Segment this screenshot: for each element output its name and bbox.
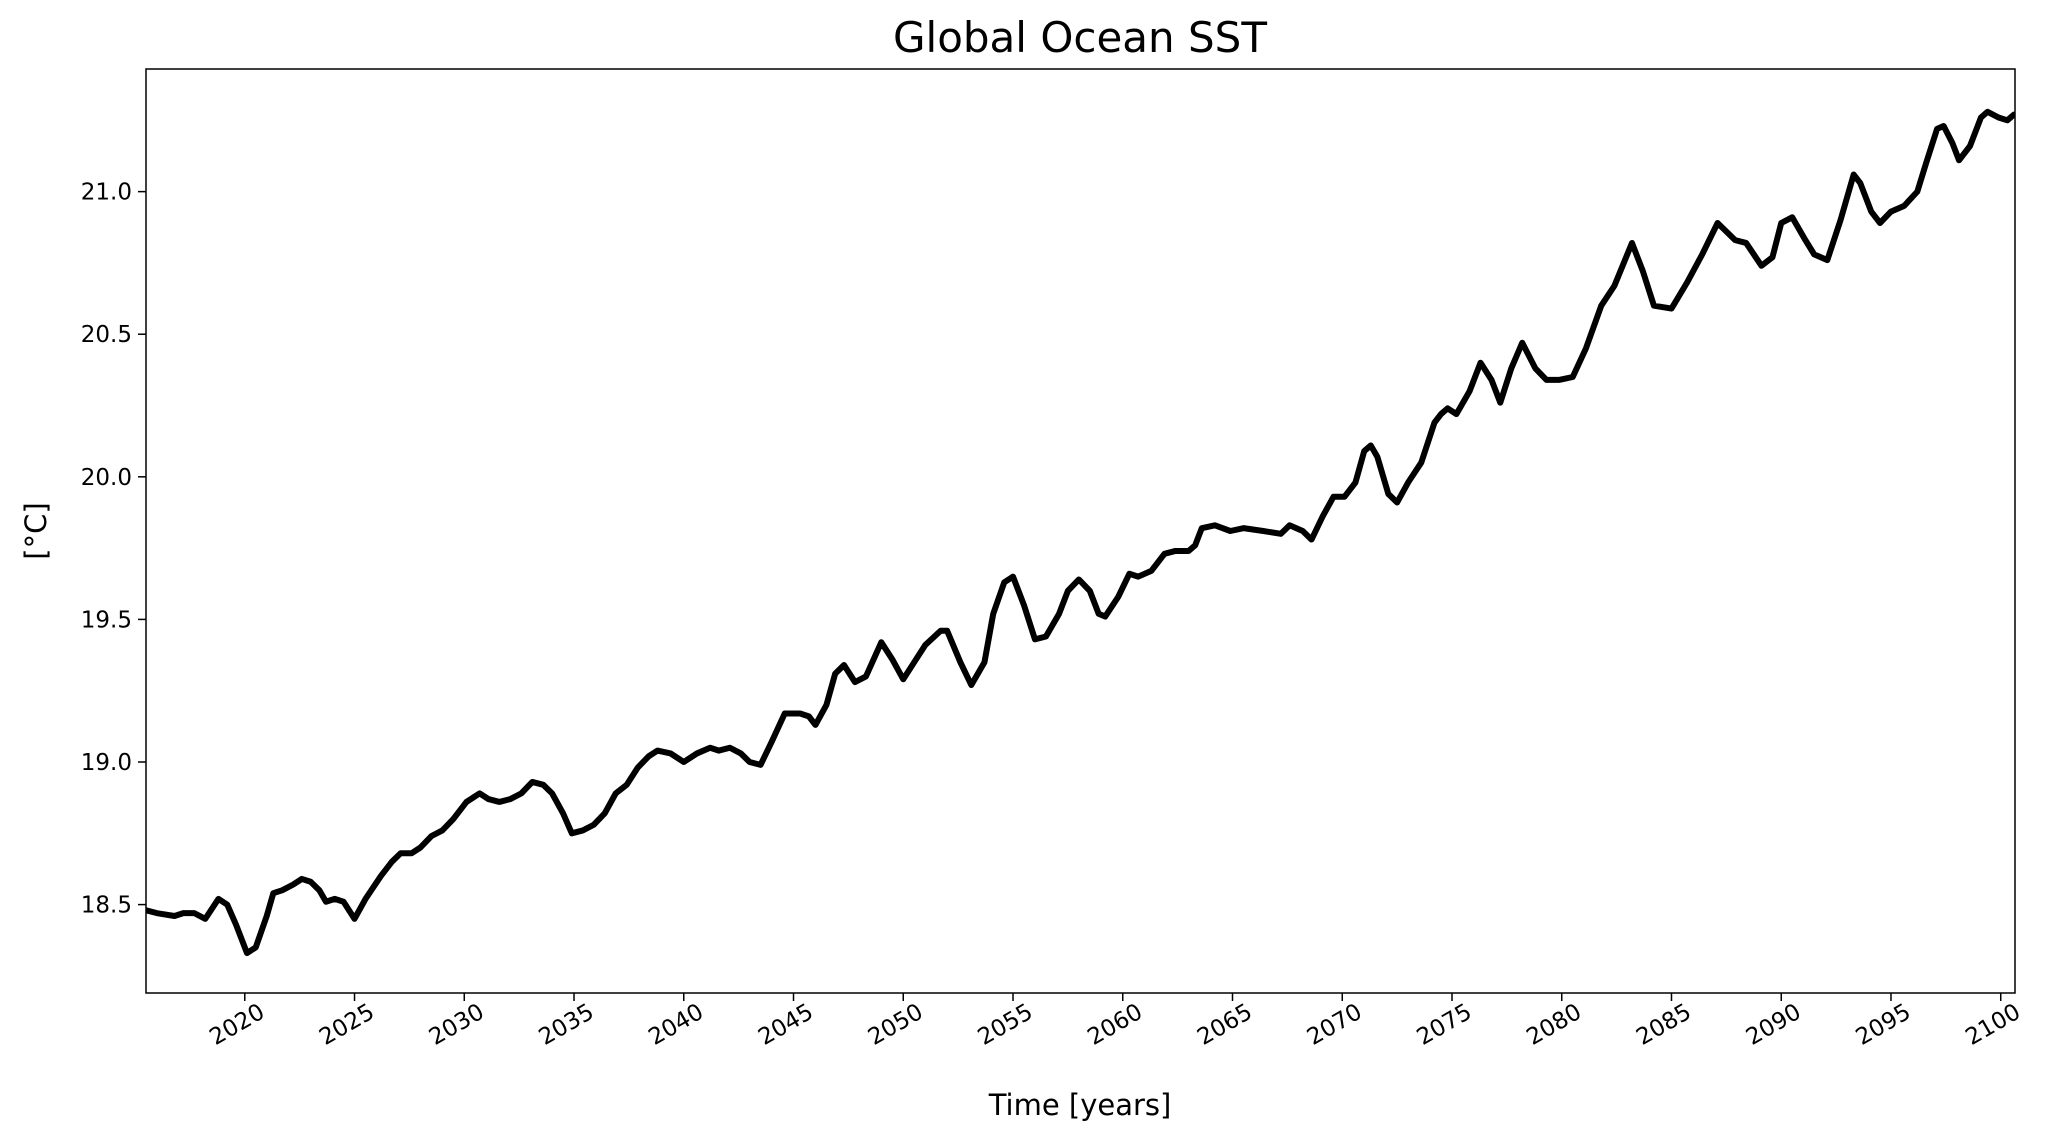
plot-frame bbox=[145, 68, 2016, 994]
y-tick-label: 20.0 bbox=[81, 465, 132, 491]
y-axis-label: [°C] bbox=[19, 502, 53, 559]
y-tick-label: 19.0 bbox=[81, 750, 132, 776]
chart-title: Global Ocean SST bbox=[893, 13, 1267, 62]
y-tick-label: 19.5 bbox=[81, 607, 132, 633]
y-tick-label: 18.5 bbox=[81, 893, 132, 919]
x-axis-label: Time [years] bbox=[988, 1088, 1172, 1122]
line bbox=[146, 108, 2015, 957]
y-tick-label: 21.0 bbox=[81, 180, 132, 206]
y-tick-label: 20.5 bbox=[81, 322, 132, 348]
